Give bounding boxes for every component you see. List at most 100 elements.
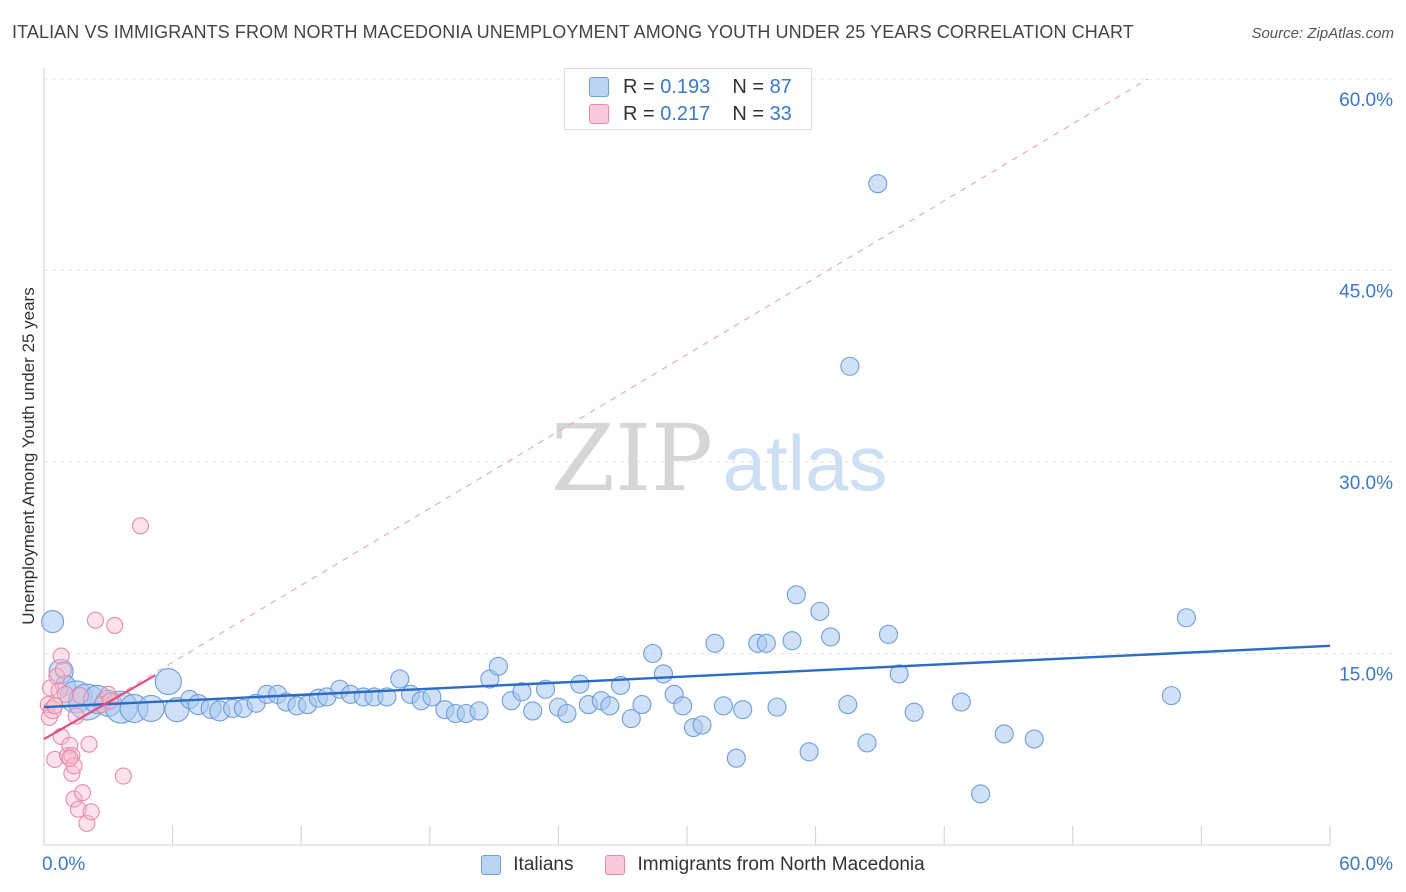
y-tick-label: 15.0%: [1339, 665, 1393, 686]
point-italians: [1161, 686, 1181, 706]
point-italians: [621, 709, 641, 729]
x-tick-label-min: 0.0%: [42, 854, 85, 875]
trend-line-macedonia: [43, 674, 157, 740]
point-italians: [154, 668, 182, 696]
point-italians: [889, 664, 909, 684]
point-macedonia: [71, 687, 89, 705]
legend-row-macedonia: R = 0.217 N = 33: [589, 102, 792, 126]
point-macedonia: [61, 736, 79, 754]
axis-layer: 15.0% 30.0% 45.0% 60.0% 0.0% 60.0%: [42, 68, 1393, 875]
legend-r-label: R =: [623, 75, 655, 98]
x-tick-label-max: 60.0%: [1339, 854, 1393, 875]
point-macedonia: [48, 667, 66, 686]
point-italians: [390, 669, 410, 689]
point-italians: [810, 601, 830, 621]
point-italians: [756, 633, 776, 653]
point-italians: [488, 656, 508, 676]
legend-item-italians[interactable]: Italians: [481, 854, 573, 876]
point-italians: [840, 356, 860, 376]
point-macedonia: [46, 750, 64, 769]
source-label: Source: ZipAtlas.com: [1251, 25, 1394, 42]
point-macedonia: [59, 747, 77, 765]
point-italians: [838, 695, 858, 715]
point-italians: [786, 585, 806, 605]
point-italians: [713, 696, 733, 716]
point-italians: [951, 692, 971, 712]
point-macedonia: [74, 784, 92, 802]
point-italians: [782, 631, 802, 651]
point-macedonia: [63, 747, 81, 765]
point-italians: [469, 701, 489, 721]
watermark: ZIP atlas: [551, 405, 887, 512]
chart-title: ITALIAN VS IMMIGRANTS FROM NORTH MACEDON…: [12, 22, 1134, 42]
point-italians: [512, 682, 532, 702]
point-italians: [971, 784, 991, 804]
grid-layer: [44, 78, 1395, 654]
point-italians: [523, 701, 543, 721]
point-italians: [557, 703, 577, 724]
legend-n-label: N =: [732, 102, 764, 125]
y-tick-label: 60.0%: [1339, 90, 1393, 111]
point-italians: [821, 627, 841, 647]
watermark-zip: ZIP: [551, 405, 713, 512]
point-italians: [994, 724, 1014, 744]
point-macedonia: [54, 661, 72, 679]
y-axis-title: Unemployment Among Youth under 25 years: [19, 287, 38, 624]
point-italians: [857, 733, 877, 753]
watermark-atlas: atlas: [723, 419, 888, 507]
point-macedonia: [106, 616, 124, 634]
trend-line-extended-macedonia: [43, 78, 1149, 740]
legend-swatch-italians: [481, 855, 502, 875]
point-italians: [377, 687, 397, 707]
point-macedonia: [86, 611, 104, 629]
series-legend: Italians Immigrants from North Macedonia: [0, 852, 1406, 878]
legend-n-label: N =: [732, 75, 764, 98]
legend-r-value-italians: 0.193: [660, 75, 711, 98]
point-italians: [653, 664, 673, 684]
y-tick-label: 30.0%: [1339, 473, 1393, 494]
point-macedonia: [80, 735, 98, 753]
legend-label-macedonia: Immigrants from North Macedonia: [637, 854, 925, 875]
legend-swatch-macedonia: [589, 104, 609, 124]
point-italians: [1176, 608, 1196, 628]
point-italians: [600, 696, 620, 716]
correlation-legend: R = 0.193 N = 87 R = 0.217 N = 33: [564, 68, 812, 130]
legend-r-label: R =: [623, 102, 655, 125]
trend-layer: [43, 78, 1149, 740]
point-italians: [767, 697, 787, 717]
point-italians: [673, 696, 693, 716]
y-tick-label: 45.0%: [1339, 282, 1393, 303]
point-macedonia: [114, 767, 132, 785]
legend-swatch-italians: [589, 77, 609, 97]
point-italians: [41, 610, 65, 634]
point-italians: [799, 742, 819, 762]
legend-label-italians: Italians: [513, 854, 574, 875]
legend-item-macedonia[interactable]: Immigrants from North Macedonia: [605, 854, 925, 876]
point-macedonia: [52, 647, 70, 665]
point-macedonia: [61, 749, 79, 767]
point-italians: [137, 694, 165, 722]
legend-n-value-italians: 87: [769, 75, 792, 98]
point-italians: [868, 174, 888, 194]
point-macedonia: [82, 803, 100, 821]
point-italians: [705, 633, 725, 653]
legend-swatch-macedonia: [605, 855, 626, 875]
point-italians: [570, 674, 590, 694]
point-macedonia: [131, 517, 149, 535]
point-italians: [878, 624, 899, 644]
point-italians: [632, 695, 652, 715]
legend-r-value-macedonia: 0.217: [660, 102, 711, 125]
point-italians: [726, 748, 746, 768]
points-layer: [39, 174, 1331, 832]
point-italians: [733, 700, 753, 720]
point-italians: [904, 702, 924, 722]
point-italians: [535, 679, 556, 699]
legend-n-value-macedonia: 33: [769, 102, 792, 125]
point-macedonia: [69, 800, 87, 818]
point-italians: [1024, 729, 1044, 749]
point-italians: [643, 643, 663, 664]
point-italians: [692, 715, 712, 735]
point-macedonia: [65, 790, 83, 808]
trend-line-italians: [43, 644, 1331, 709]
